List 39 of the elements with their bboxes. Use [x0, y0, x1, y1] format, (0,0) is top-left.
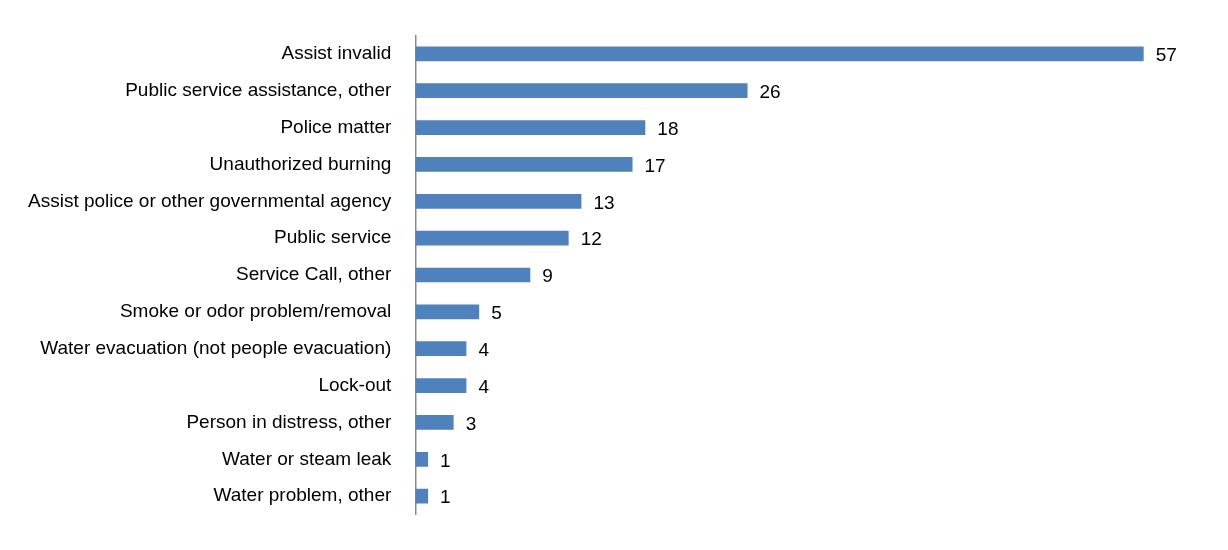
- y-tick-label: Unauthorized burning: [209, 152, 392, 174]
- bar: [415, 120, 646, 135]
- data-label: 4: [478, 338, 490, 360]
- y-tick-label: Water problem, other: [213, 484, 392, 506]
- y-tick-label: Lock-out: [318, 373, 393, 395]
- data-label: 12: [580, 228, 602, 250]
- data-label: 13: [593, 191, 615, 213]
- y-tick-label: Water or steam leak: [222, 447, 392, 469]
- y-tick-label: Public service assistance, other: [125, 78, 392, 100]
- y-tick-label: Assist invalid: [281, 42, 392, 64]
- y-tick-label: Service Call, other: [236, 263, 392, 285]
- data-label: 4: [478, 375, 490, 397]
- bar: [415, 488, 429, 504]
- y-tick-label: Assist police or other governmental agency: [27, 189, 392, 211]
- bar: [415, 304, 480, 320]
- data-label: 26: [759, 80, 781, 102]
- bar: [415, 378, 467, 393]
- bar: [415, 415, 454, 430]
- bar: [415, 83, 748, 99]
- bar: [415, 193, 582, 209]
- bar: [415, 230, 569, 246]
- data-label: 18: [657, 117, 679, 139]
- bar: [415, 451, 429, 467]
- y-tick-label: Police matter: [280, 115, 392, 137]
- data-label: 5: [491, 302, 502, 324]
- y-tick-label: Smoke or odor problem/removal: [119, 300, 392, 322]
- y-tick-label: Water evacuation (not people evacuation): [40, 336, 392, 358]
- data-label: 1: [440, 486, 451, 508]
- bar: [415, 157, 633, 172]
- data-label: 17: [644, 154, 666, 176]
- y-tick-label: Public service: [274, 226, 392, 248]
- bar: [415, 267, 531, 283]
- bar: [415, 341, 467, 357]
- data-label: 57: [1155, 44, 1177, 66]
- data-label: 1: [440, 449, 451, 471]
- y-tick-label: Person in distress, other: [186, 410, 392, 432]
- data-label: 3: [465, 412, 477, 434]
- bar: [415, 46, 1144, 62]
- data-label: 9: [542, 265, 553, 287]
